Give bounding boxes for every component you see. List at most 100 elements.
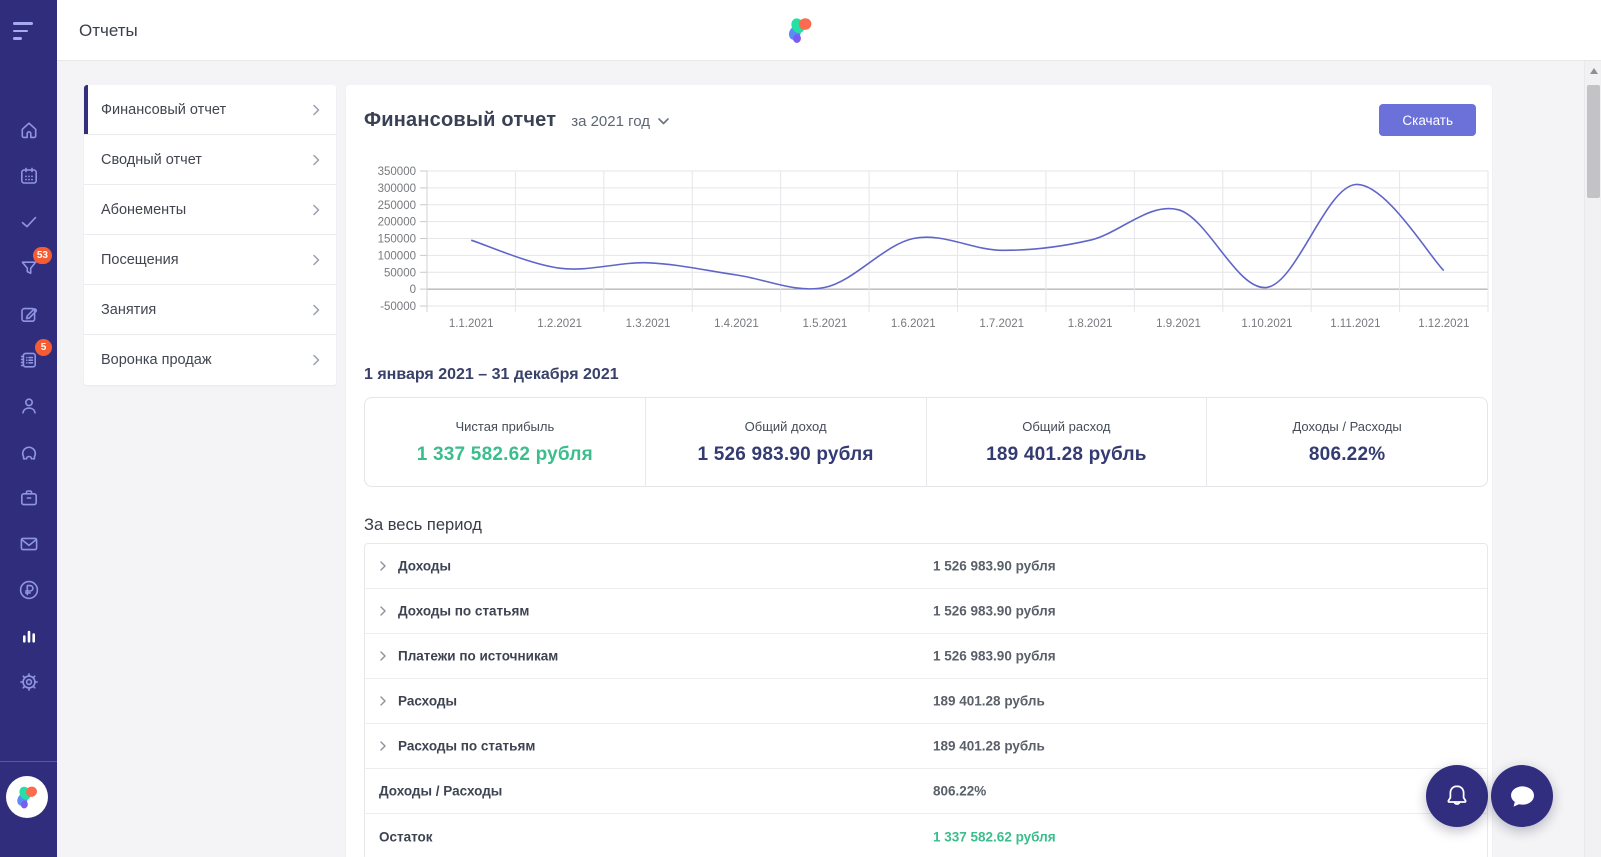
svg-text:300000: 300000 bbox=[378, 183, 416, 195]
svg-text:1.4.2021: 1.4.2021 bbox=[714, 318, 759, 330]
expand-chevron-icon[interactable] bbox=[380, 741, 386, 751]
menu-item-0[interactable]: Финансовый отчет bbox=[84, 85, 336, 135]
row-value: 1 526 983.90 рубля bbox=[933, 558, 1056, 574]
svg-text:200000: 200000 bbox=[378, 217, 416, 229]
summary-card: Чистая прибыль 1 337 582.62 рубля Общий до… bbox=[364, 397, 1488, 487]
sidebar: 53 5 bbox=[0, 0, 57, 857]
menu-item-2[interactable]: Абонементы bbox=[84, 185, 336, 235]
menu-item-label: Воронка продаж bbox=[101, 352, 212, 368]
table-row-5: Доходы / Расходы 806.22% bbox=[365, 769, 1487, 814]
expand-chevron-icon[interactable] bbox=[380, 606, 386, 616]
chevron-right-icon bbox=[313, 354, 320, 366]
table-row-0[interactable]: Доходы 1 526 983.90 рубля bbox=[365, 544, 1487, 589]
summary-metric-value: 189 401.28 рубль bbox=[986, 443, 1147, 465]
sidebar-item-notebook[interactable]: 5 bbox=[0, 337, 57, 383]
sidebar-item-client[interactable] bbox=[0, 429, 57, 475]
page-title: Отчеты bbox=[79, 21, 138, 40]
period-dropdown[interactable]: за 2021 год bbox=[571, 113, 669, 130]
table-row-4[interactable]: Расходы по статьям 189 401.28 рубль bbox=[365, 724, 1487, 769]
scrollbar-thumb[interactable] bbox=[1587, 85, 1600, 198]
row-value: 1 526 983.90 рубля bbox=[933, 603, 1056, 619]
table-row-1[interactable]: Доходы по статьям 1 526 983.90 рубля bbox=[365, 589, 1487, 634]
notebook-icon bbox=[17, 348, 41, 372]
svg-text:1.10.2021: 1.10.2021 bbox=[1241, 318, 1292, 330]
svg-text:1.6.2021: 1.6.2021 bbox=[891, 318, 936, 330]
totals-table: Доходы 1 526 983.90 рубля Доходы по статья… bbox=[364, 543, 1488, 857]
svg-text:1.7.2021: 1.7.2021 bbox=[979, 318, 1024, 330]
svg-text:50000: 50000 bbox=[384, 267, 416, 279]
scroll-up-button[interactable] bbox=[1585, 64, 1601, 78]
menu-item-label: Посещения bbox=[101, 251, 179, 268]
svg-text:150000: 150000 bbox=[378, 234, 416, 246]
svg-text:-50000: -50000 bbox=[380, 301, 416, 313]
chevron-down-icon bbox=[658, 118, 669, 125]
funnel-icon bbox=[17, 256, 41, 280]
summary-metric-value: 1 526 983.90 рубля bbox=[697, 443, 874, 465]
sidebar-item-home[interactable] bbox=[0, 107, 57, 153]
summary-metric-label: Доходы / Расходы bbox=[1292, 418, 1402, 434]
chevron-right-icon bbox=[313, 104, 320, 116]
summary-metric-label: Чистая прибыль bbox=[455, 418, 555, 434]
summary-metric-3: Доходы / Расходы 806.22% bbox=[1207, 398, 1487, 486]
app-logo-icon bbox=[12, 782, 42, 812]
row-label: Расходы bbox=[398, 693, 458, 709]
vertical-scrollbar bbox=[1584, 61, 1601, 857]
top-header: Отчеты bbox=[57, 0, 1601, 61]
stats-icon bbox=[17, 624, 41, 648]
svg-text:1.1.2021: 1.1.2021 bbox=[449, 318, 494, 330]
download-button[interactable]: Скачать bbox=[1379, 104, 1476, 136]
menu-item-label: Занятия bbox=[101, 301, 157, 318]
row-label: Доходы по статьям bbox=[398, 603, 530, 619]
menu-item-label: Абонементы bbox=[101, 201, 187, 218]
sidebar-item-mail[interactable] bbox=[0, 521, 57, 567]
table-row-2[interactable]: Платежи по источникам 1 526 983.90 рубля bbox=[365, 634, 1487, 679]
sidebar-item-ruble[interactable] bbox=[0, 567, 57, 613]
edit-icon bbox=[17, 302, 41, 326]
sidebar-item-person[interactable] bbox=[0, 383, 57, 429]
expand-chevron-icon[interactable] bbox=[380, 651, 386, 661]
gear-icon bbox=[17, 670, 41, 694]
expand-chevron-icon[interactable] bbox=[380, 696, 386, 706]
menu-item-1[interactable]: Сводный отчет bbox=[84, 135, 336, 185]
app-logo-button[interactable] bbox=[6, 776, 48, 818]
menu-item-label: Сводный отчет bbox=[101, 151, 202, 168]
notifications-button[interactable] bbox=[1426, 765, 1488, 827]
chat-bubble-icon bbox=[1511, 786, 1534, 807]
ruble-icon bbox=[17, 578, 41, 602]
svg-text:1.9.2021: 1.9.2021 bbox=[1156, 318, 1201, 330]
chat-button[interactable] bbox=[1491, 765, 1553, 827]
summary-metric-0: Чистая прибыль 1 337 582.62 рубля bbox=[365, 398, 646, 486]
home-icon bbox=[17, 118, 41, 142]
expand-chevron-icon[interactable] bbox=[380, 561, 386, 571]
row-label: Платежи по источникам bbox=[398, 648, 559, 664]
briefcase-icon bbox=[17, 486, 41, 510]
sidebar-item-funnel[interactable]: 53 bbox=[0, 245, 57, 291]
svg-text:350000: 350000 bbox=[378, 166, 416, 178]
report-date-range: 1 января 2021 – 31 декабря 2021 bbox=[364, 366, 619, 383]
row-label: Доходы / Расходы bbox=[379, 783, 503, 799]
sidebar-item-briefcase[interactable] bbox=[0, 475, 57, 521]
report-title: Финансовый отчет bbox=[364, 109, 557, 131]
sidebar-divider bbox=[0, 761, 57, 762]
hamburger-icon bbox=[13, 22, 33, 25]
row-value: 189 401.28 рубль bbox=[933, 738, 1045, 754]
chevron-right-icon bbox=[313, 254, 320, 266]
brand-logo-icon bbox=[783, 13, 817, 47]
bell-icon bbox=[1447, 785, 1467, 805]
table-row-3[interactable]: Расходы 189 401.28 рубль bbox=[365, 679, 1487, 724]
sidebar-item-gear[interactable] bbox=[0, 659, 57, 705]
person-icon bbox=[17, 394, 41, 418]
scroll-up-arrow-icon bbox=[1589, 68, 1598, 74]
menu-item-5[interactable]: Воронка продаж bbox=[84, 335, 336, 385]
menu-item-4[interactable]: Занятия bbox=[84, 285, 336, 335]
menu-item-3[interactable]: Посещения bbox=[84, 235, 336, 285]
sidebar-item-check[interactable] bbox=[0, 199, 57, 245]
sidebar-item-stats[interactable] bbox=[0, 613, 57, 659]
row-value: 1 526 983.90 рубля bbox=[933, 648, 1056, 664]
row-value: 806.22% bbox=[933, 783, 987, 799]
sidebar-item-calendar[interactable] bbox=[0, 153, 57, 199]
sidebar-item-edit[interactable] bbox=[0, 291, 57, 337]
mail-icon bbox=[17, 532, 41, 556]
menu-toggle-button[interactable] bbox=[13, 16, 43, 46]
svg-text:1.8.2021: 1.8.2021 bbox=[1068, 318, 1113, 330]
